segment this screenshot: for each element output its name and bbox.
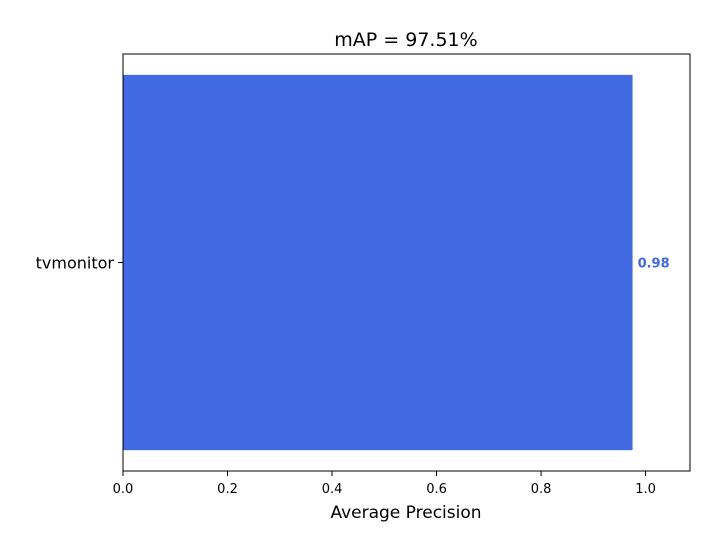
y-tick-label: tvmonitor xyxy=(36,254,115,273)
plot-area: 0.98 xyxy=(123,74,670,451)
x-tick-label: 0.0 xyxy=(113,482,134,497)
x-axis: 0.0 0.2 0.4 0.6 0.8 1.0 xyxy=(113,471,656,497)
x-tick-label: 0.8 xyxy=(531,482,552,497)
chart-title: mAP = 97.51% xyxy=(334,29,477,51)
x-tick-label: 0.6 xyxy=(426,482,447,497)
x-tick-label: 0.4 xyxy=(322,482,343,497)
bar-value-label: 0.98 xyxy=(638,257,670,272)
x-tick-label: 1.0 xyxy=(635,482,656,497)
x-tick-label: 0.2 xyxy=(217,482,238,497)
y-axis: tvmonitor xyxy=(36,254,123,273)
x-axis-label: Average Precision xyxy=(330,503,481,523)
watermark-text: https://blog.csdn.net/ForeverF xyxy=(508,505,707,522)
bar-tvmonitor xyxy=(123,74,633,451)
